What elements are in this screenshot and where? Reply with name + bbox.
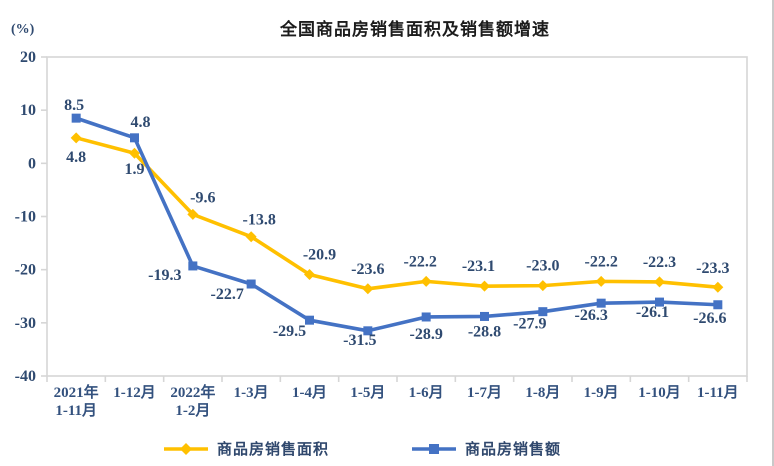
data-label: -22.2 xyxy=(404,253,437,270)
diamond-marker xyxy=(654,276,665,288)
y-tick-label: -20 xyxy=(15,262,36,279)
square-marker xyxy=(421,312,431,322)
legend-item-sales-value: 商品房销售额 xyxy=(411,438,561,459)
plot-border xyxy=(46,56,748,377)
data-label: 4.8 xyxy=(66,149,86,166)
diamond-marker xyxy=(537,280,549,292)
square-marker xyxy=(71,113,81,123)
x-category-label: 1-8月 xyxy=(525,384,560,401)
square-marker xyxy=(363,326,373,336)
y-tick-label: -10 xyxy=(15,209,36,226)
square-marker xyxy=(538,307,548,317)
sales-area-line-diamond-icon xyxy=(163,442,208,455)
x-category-label: 1-7月 xyxy=(467,384,502,401)
x-category-label: 2022年 1-2月 xyxy=(170,383,215,419)
data-label: -28.8 xyxy=(468,323,501,340)
x-category-label: 2021年 1-11月 xyxy=(54,383,99,419)
square-marker xyxy=(188,261,198,271)
y-tick-label: -30 xyxy=(15,315,36,332)
data-label: -20.9 xyxy=(303,246,336,263)
data-label: 4.8 xyxy=(131,114,151,131)
diamond-marker xyxy=(245,231,257,243)
diamond-marker xyxy=(304,268,315,280)
data-label: -28.9 xyxy=(410,326,443,343)
square-marker xyxy=(305,315,314,325)
series-line-1 xyxy=(74,116,720,333)
diamond-marker xyxy=(712,281,724,293)
diamond-marker xyxy=(70,132,82,144)
x-category-label: 1-3月 xyxy=(234,384,269,401)
data-label: -23.3 xyxy=(696,260,729,277)
data-label: -29.5 xyxy=(273,323,306,340)
y-axis-unit-label: (%) xyxy=(11,22,35,37)
data-label: -22.2 xyxy=(585,253,618,270)
legend-label-sales-value: 商品房销售额 xyxy=(465,442,562,458)
square-marker xyxy=(655,297,664,307)
diamond-marker xyxy=(479,280,490,292)
data-label: -22.3 xyxy=(643,254,676,271)
data-label: 1.9 xyxy=(125,161,145,178)
data-label: -26.6 xyxy=(693,310,726,327)
data-label: -23.1 xyxy=(462,258,495,275)
legend-label-sales-area: 商品房销售面积 xyxy=(216,442,329,458)
data-label: -27.9 xyxy=(513,316,546,333)
data-label: -19.3 xyxy=(148,267,181,284)
series-line-0 xyxy=(74,136,720,291)
square-marker xyxy=(246,279,256,289)
chart-title: 全国商品房销售面积及销售额增速 xyxy=(280,20,550,39)
data-label: 8.5 xyxy=(64,97,84,114)
x-category-label: 1-5月 xyxy=(350,384,385,401)
x-category-label: 1-11月 xyxy=(697,384,739,401)
square-marker xyxy=(130,133,139,143)
screenshot-right-border xyxy=(772,0,774,466)
data-label: -26.3 xyxy=(575,307,608,324)
square-marker xyxy=(596,298,606,308)
diamond-marker xyxy=(595,275,607,287)
legend-item-sales-area: 商品房销售面积 xyxy=(163,438,329,459)
y-tick-label: 20 xyxy=(20,49,36,66)
chart-legend: 商品房销售面积 商品房销售额 xyxy=(0,438,749,459)
data-label: -9.6 xyxy=(190,189,215,206)
square-marker xyxy=(480,311,489,321)
data-label: -22.7 xyxy=(211,286,244,303)
y-tick-label: 10 xyxy=(20,102,36,119)
data-label: -31.5 xyxy=(343,332,376,349)
sales-value-line-square-icon xyxy=(412,443,456,454)
x-category-label: 1-9月 xyxy=(584,384,619,401)
x-category-label: 1-12月 xyxy=(113,384,156,401)
y-tick-label: 0 xyxy=(28,155,36,172)
y-tick-label: -40 xyxy=(15,368,36,385)
square-marker xyxy=(713,300,723,310)
x-category-label: 1-10月 xyxy=(638,384,681,401)
data-label: -13.8 xyxy=(243,212,276,229)
diamond-marker xyxy=(187,208,199,220)
diamond-marker xyxy=(362,283,374,295)
data-label: -26.1 xyxy=(636,304,669,321)
data-label: -23.0 xyxy=(526,258,559,275)
x-category-label: 1-6月 xyxy=(409,384,444,401)
diamond-marker xyxy=(129,147,140,159)
x-category-label: 1-4月 xyxy=(292,384,327,401)
data-label: -23.6 xyxy=(351,261,384,278)
diamond-marker xyxy=(420,275,432,287)
